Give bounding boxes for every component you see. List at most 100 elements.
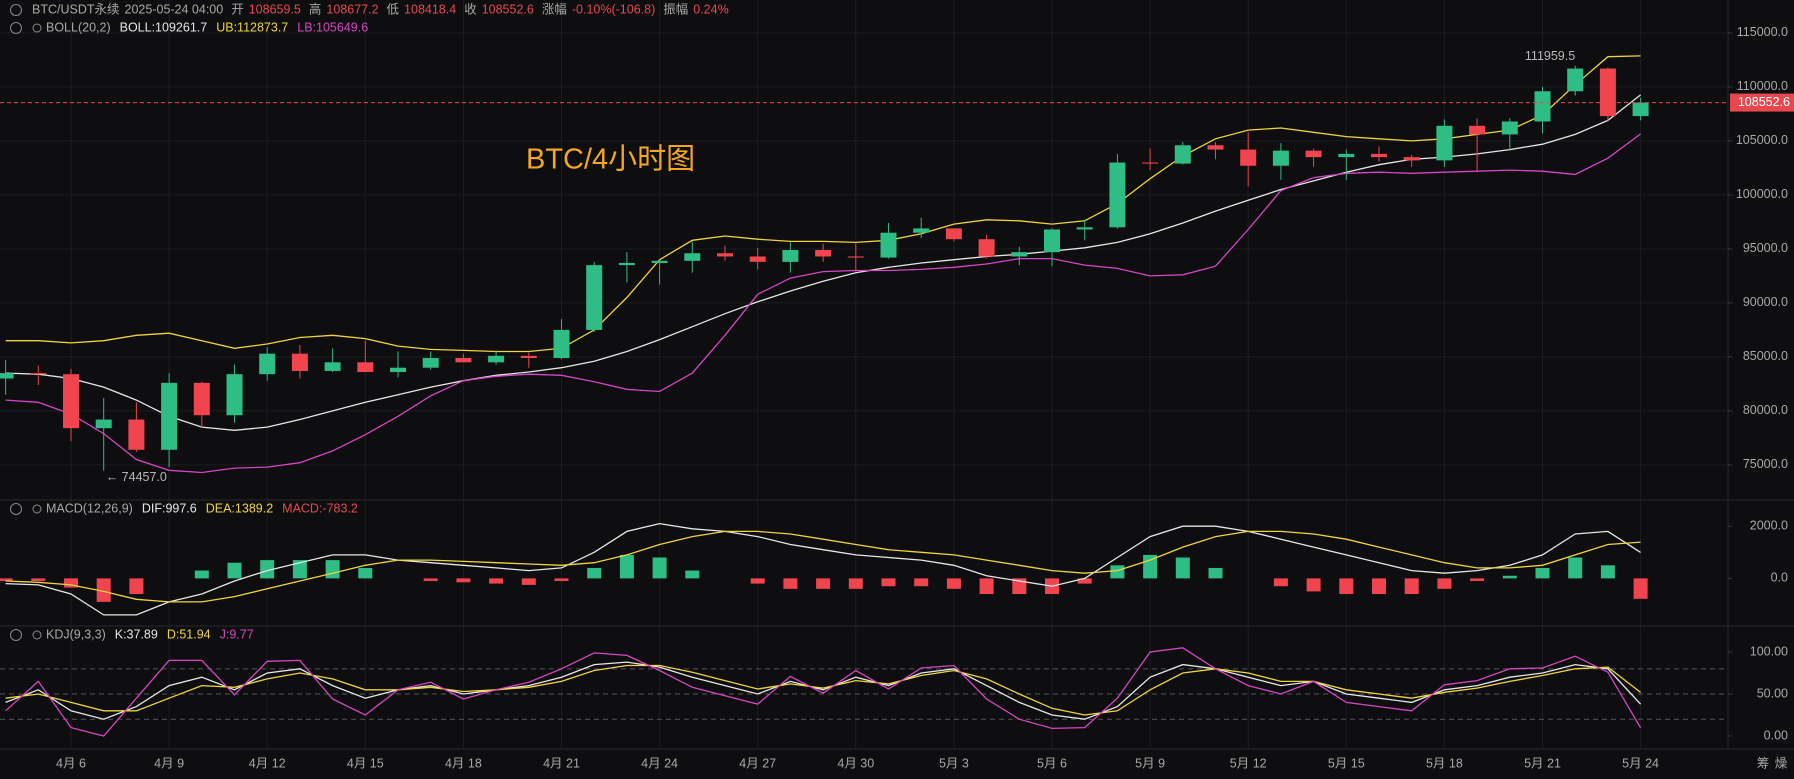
corner-label[interactable]: 筹 [1757, 755, 1770, 770]
candle-body [1469, 125, 1486, 135]
histogram-bar [358, 567, 373, 579]
histogram-bar [1404, 578, 1419, 595]
candle-body [782, 250, 799, 262]
candle-body [945, 228, 962, 240]
legend-entry: KDJ(9,3,3) [46, 627, 106, 641]
candle-body [488, 355, 505, 363]
candle-body [1207, 145, 1224, 150]
histogram-bar [1502, 575, 1517, 579]
alert-icon[interactable] [32, 23, 42, 33]
plot: 111959.5 ← 74457.0 [0, 49, 1728, 737]
candle-body [618, 262, 635, 266]
line [5, 664, 1641, 716]
header-value: 108552.6 [482, 2, 534, 16]
histogram-bar [0, 578, 13, 581]
alert-icon[interactable] [32, 504, 42, 514]
collapse-icon[interactable] [10, 4, 22, 16]
histogram-bar [619, 554, 634, 579]
y-tick-label: 85000.0 [1743, 349, 1788, 363]
candle-body [95, 419, 112, 429]
y-tick-label: 80000.0 [1743, 403, 1788, 417]
histogram-bar [227, 562, 242, 579]
candle-body [1567, 68, 1584, 92]
legend-entry: BOLL:109261.7 [120, 20, 208, 34]
header-value: 2025-05-24 04:00 [125, 2, 224, 16]
x-tick-label: 5月 3 [939, 756, 969, 770]
histogram-bar [1339, 578, 1354, 595]
y-tick-label: 115000.0 [1737, 25, 1788, 39]
histogram-bar [129, 578, 144, 595]
legend-entry: UB:112873.7 [216, 20, 288, 34]
x-tick-label: 5月 21 [1524, 756, 1561, 770]
x-tick-label: 4月 21 [543, 756, 580, 770]
header-label: 收 [464, 2, 477, 16]
x-tick-label: 4月 27 [739, 756, 776, 770]
collapse-icon[interactable] [10, 629, 22, 641]
header-label: 低 [387, 2, 400, 16]
line [5, 661, 1642, 720]
candle-body [684, 253, 701, 261]
header-label: BTC/USDT永续 [32, 2, 120, 16]
low-label: ← 74457.0 [106, 470, 167, 484]
candle-body [1011, 252, 1028, 257]
y-tick-label: 105000.0 [1736, 133, 1788, 147]
histogram-bar [96, 578, 111, 602]
candle-body [880, 232, 897, 258]
candle-body [30, 373, 47, 375]
histogram-bar [292, 560, 307, 579]
candle-body [1501, 121, 1518, 135]
line [5, 133, 1641, 474]
candle-body [1599, 68, 1616, 117]
x-tick-label: 4月 18 [445, 756, 482, 770]
high-label: 111959.5 [1525, 49, 1575, 63]
candle-body [978, 239, 995, 257]
candle-body [357, 362, 374, 373]
histogram-bar [1372, 578, 1386, 595]
histogram-bar [260, 560, 275, 579]
y-tick-label: 95000.0 [1743, 241, 1788, 255]
legend-entry: D:51.94 [167, 627, 211, 641]
collapse-icon[interactable] [10, 503, 22, 515]
x-tick-label: 5月 15 [1328, 756, 1365, 770]
x-tick-label: 4月 15 [347, 756, 384, 770]
histogram-bar [521, 578, 536, 585]
candle-body [1371, 153, 1387, 158]
candle-body [847, 256, 864, 258]
candle-body [717, 253, 733, 257]
candle-body [0, 373, 14, 379]
candle-body [1403, 157, 1420, 161]
y-tick-label: 0.00 [1764, 728, 1788, 742]
candle-body [1109, 162, 1126, 228]
legend-entry: MACD:-783.2 [282, 501, 358, 515]
candle-body [1142, 162, 1159, 164]
collapse-icon[interactable] [10, 22, 22, 34]
header-label: 振幅 [663, 1, 688, 16]
histogram-bar [652, 557, 667, 579]
labels: 4月 6 4月 9 4月 12 4月 15 4月 18 4月 21 4月 24 4月 27 4月… [32, 1, 1794, 770]
line [5, 55, 1641, 353]
candle-body [226, 374, 243, 416]
x-tick-label: 4月 24 [641, 756, 678, 770]
candle-body [390, 367, 406, 373]
histogram-bar [750, 578, 765, 584]
candle-body [1240, 149, 1257, 166]
x-tick-label: 4月 12 [249, 756, 286, 770]
candle-body [422, 357, 439, 368]
header-label: 涨幅 [542, 1, 567, 16]
histogram-bar [587, 567, 602, 579]
candle-body [749, 256, 766, 262]
corner-label[interactable]: 燥 [1775, 756, 1788, 770]
candle-body [1436, 125, 1453, 161]
legend-entry: DEA:1389.2 [206, 501, 273, 515]
candle-body [815, 250, 832, 257]
line [5, 647, 1642, 737]
histogram-bar [1208, 567, 1223, 579]
histogram-bar [1568, 557, 1583, 579]
legend-entry: J:9.77 [220, 627, 254, 641]
grid [0, 0, 1728, 749]
alert-icon[interactable] [32, 630, 42, 640]
y-tick-label: 0.0 [1771, 571, 1788, 585]
histogram-bar [423, 578, 438, 581]
